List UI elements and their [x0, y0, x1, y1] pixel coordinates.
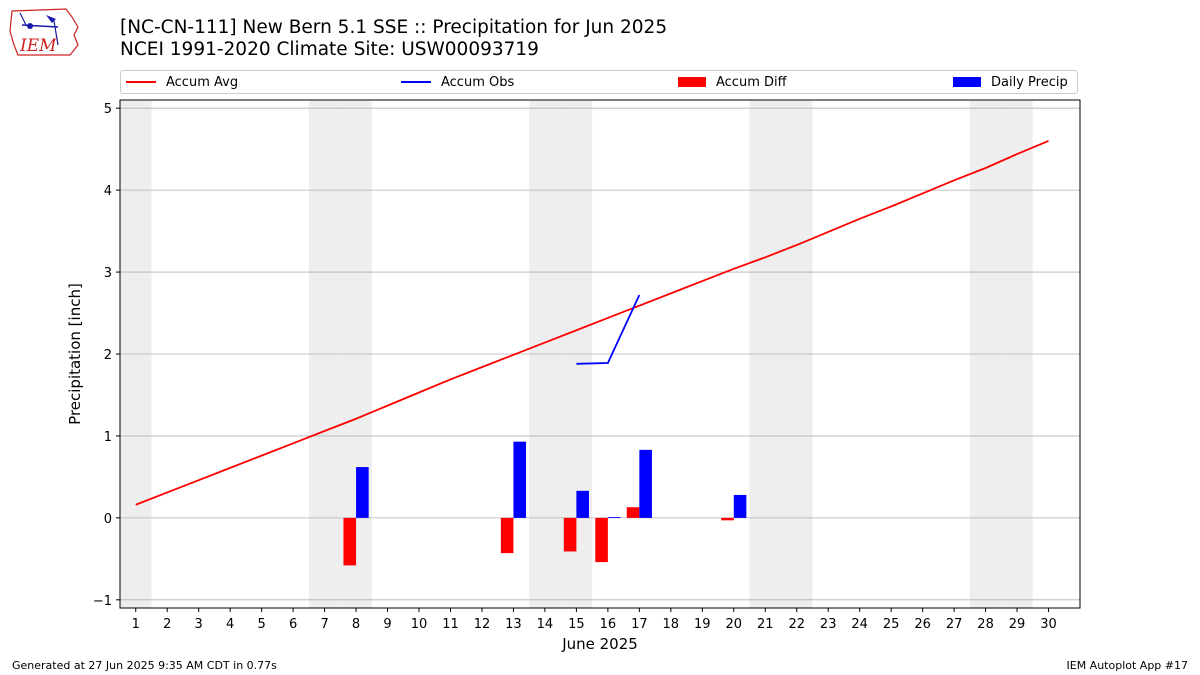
x-tick-label-4: 4 — [226, 617, 234, 632]
daily-precip-bar-17 — [639, 449, 652, 518]
legend-item-accum-avg: Accum Avg — [126, 71, 238, 93]
y-tick-label-3: 3 — [104, 266, 112, 281]
x-tick-label-2: 2 — [163, 617, 171, 632]
daily-precip-bar-16 — [607, 517, 621, 518]
x-tick-label-7: 7 — [320, 617, 328, 632]
iem-logo: IEM — [9, 8, 79, 56]
daily-precip-bar-15 — [576, 490, 589, 518]
x-tick-label-20: 20 — [725, 617, 742, 632]
legend-item-accum-obs: Accum Obs — [401, 71, 514, 93]
accum-avg-line — [135, 140, 1049, 506]
x-tick-label-18: 18 — [663, 617, 680, 632]
x-tick-label-19: 19 — [694, 617, 711, 632]
y-tick-label-5: 5 — [104, 102, 112, 117]
daily-precip-bar-8 — [356, 467, 369, 518]
accum-diff-bar-17 — [626, 507, 640, 518]
x-axis-label: June 2025 — [561, 635, 638, 653]
x-tick-label-11: 11 — [442, 617, 459, 632]
legend-swatch-accum-diff — [678, 77, 706, 87]
y-tick-label--1: −1 — [93, 594, 112, 609]
legend-label-accum-obs: Accum Obs — [441, 74, 515, 90]
y-tick-label-0: 0 — [104, 512, 112, 527]
x-tick-label-21: 21 — [757, 617, 774, 632]
x-tick-label-14: 14 — [537, 617, 554, 632]
legend-swatch-accum-obs — [401, 81, 431, 83]
legend-label-accum-avg: Accum Avg — [166, 74, 239, 90]
daily-precip-bar-13 — [513, 441, 527, 518]
x-tick-label-13: 13 — [505, 617, 522, 632]
legend-label-accum-diff: Accum Diff — [716, 74, 787, 90]
accum-diff-bar-20 — [721, 517, 734, 521]
legend-label-daily-precip: Daily Precip — [991, 74, 1068, 90]
x-tick-label-24: 24 — [851, 617, 868, 632]
x-tick-label-1: 1 — [132, 617, 140, 632]
footer-generated: Generated at 27 Jun 2025 9:35 AM CDT in … — [12, 659, 277, 672]
chart-title-line2: NCEI 1991-2020 Climate Site: USW00093719 — [120, 39, 539, 60]
accum-diff-bar-16 — [595, 517, 608, 563]
x-tick-label-9: 9 — [383, 617, 391, 632]
accum-diff-bar-13 — [500, 517, 514, 554]
x-tick-label-25: 25 — [883, 617, 900, 632]
x-tick-label-17: 17 — [631, 617, 648, 632]
x-tick-label-23: 23 — [820, 617, 837, 632]
x-tick-label-29: 29 — [1009, 617, 1026, 632]
x-tick-label-6: 6 — [289, 617, 297, 632]
accum-diff-bar-8 — [343, 517, 357, 566]
legend-item-daily-precip: Daily Precip — [953, 71, 1068, 93]
x-tick-label-8: 8 — [352, 617, 360, 632]
legend: Accum Avg Accum Obs Accum Diff Daily Pre… — [120, 70, 1078, 94]
x-tick-label-28: 28 — [977, 617, 994, 632]
legend-item-accum-diff: Accum Diff — [678, 71, 787, 93]
x-tick-label-26: 26 — [914, 617, 931, 632]
y-axis-label: Precipitation [inch] — [66, 283, 84, 425]
x-tick-label-16: 16 — [600, 617, 617, 632]
chart-title: [NC-CN-111] New Bern 5.1 SSE :: Precipit… — [120, 17, 667, 61]
footer-app: IEM Autoplot App #17 — [1066, 659, 1189, 672]
x-tick-label-30: 30 — [1040, 617, 1057, 632]
logo-text: IEM — [19, 36, 57, 56]
y-tick-label-2: 2 — [104, 348, 112, 363]
y-tick-label-4: 4 — [104, 184, 112, 199]
legend-swatch-daily-precip — [953, 77, 981, 87]
y-tick-label-1: 1 — [104, 430, 112, 445]
x-tick-label-10: 10 — [411, 617, 428, 632]
daily-precip-bar-20 — [733, 494, 747, 518]
x-tick-label-12: 12 — [474, 617, 491, 632]
x-tick-label-3: 3 — [195, 617, 203, 632]
x-tick-label-22: 22 — [788, 617, 805, 632]
x-tick-label-15: 15 — [568, 617, 585, 632]
x-tick-label-27: 27 — [946, 617, 963, 632]
chart-title-line1: [NC-CN-111] New Bern 5.1 SSE :: Precipit… — [120, 17, 668, 38]
x-tick-label-5: 5 — [257, 617, 265, 632]
accum-obs-line — [576, 294, 641, 365]
legend-swatch-accum-avg — [126, 81, 156, 83]
accum-diff-bar-15 — [563, 517, 577, 552]
